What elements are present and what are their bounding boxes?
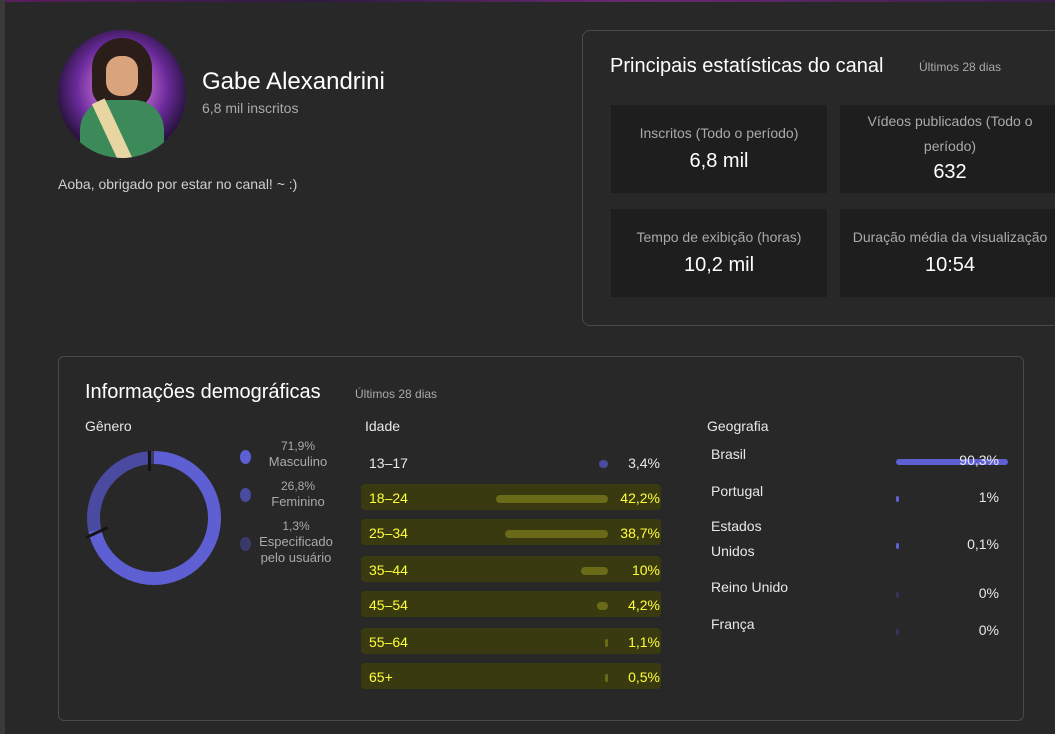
age-row: 35–44 10%: [361, 556, 661, 582]
age-row-highlight: [361, 628, 661, 654]
legend-dot-user-specified: [240, 537, 251, 551]
age-label: 55–64: [369, 634, 408, 650]
geo-pct: 1%: [978, 489, 999, 505]
age-title: Idade: [365, 418, 401, 434]
legend-label: Masculino: [268, 454, 328, 469]
stats-period: Últimos 28 dias: [919, 60, 1002, 74]
geo-title: Geografia: [707, 418, 769, 434]
age-row-highlight: [361, 556, 661, 582]
age-row: 13–17 3,4%: [364, 452, 660, 474]
age-label: 13–17: [369, 455, 408, 471]
geo-label: Reino Unido: [711, 579, 789, 595]
legend-male: 71,9% Masculino: [243, 438, 353, 470]
age-bar[interactable]: [605, 639, 608, 647]
age-row-highlight: [361, 663, 661, 689]
age-row: 65+ 0,5%: [361, 663, 661, 689]
demographics-period: Últimos 28 dias: [355, 387, 438, 401]
donut-hole: [100, 464, 208, 572]
geo-pct: 0,1%: [967, 536, 999, 552]
legend-pct: 1,3%: [282, 519, 310, 533]
legend-female: 26,8% Feminino: [243, 478, 353, 510]
stat-value: 10,2 mil: [683, 254, 755, 276]
geo-bar[interactable]: [896, 496, 899, 502]
demographics-title: Informações demográficas: [85, 381, 321, 403]
age-pct: 1,1%: [628, 634, 660, 650]
age-bar[interactable]: [581, 567, 608, 575]
stat-value: 6,8 mil: [689, 150, 749, 172]
channel-stats-card: Principais estatísticas do canal Últimos…: [582, 30, 1055, 326]
legend-label: Especificado pelo usuário: [259, 534, 333, 565]
legend-user-specified: 1,3% Especificado pelo usuário: [250, 518, 342, 566]
stat-value: 632: [933, 161, 967, 183]
stat-value: 10:54: [924, 254, 976, 276]
geo-bar[interactable]: [896, 459, 1008, 465]
age-pct: 10%: [631, 562, 660, 578]
geo-label: Estados Unidos: [711, 518, 762, 559]
geo-bar[interactable]: [896, 629, 899, 635]
geo-label: Brasil: [711, 446, 747, 462]
stat-videos[interactable]: Vídeos publicados (Todo o período) 632: [840, 105, 1055, 193]
age-pct: 38,7%: [620, 525, 660, 541]
demographics-card: Informações demográficas Últimos 28 dias…: [58, 356, 1024, 721]
age-bar[interactable]: [496, 495, 608, 503]
geo-bar[interactable]: [896, 543, 899, 549]
donut-divider: [148, 451, 151, 471]
age-pct: 42,2%: [620, 490, 660, 506]
age-label: 65+: [369, 669, 393, 685]
geo-pct: 0%: [978, 622, 999, 638]
age-label: 45–54: [369, 597, 408, 613]
gender-title: Gênero: [85, 418, 132, 434]
avatar-face: [106, 56, 138, 96]
age-bar[interactable]: [505, 530, 608, 538]
age-row: 25–34 38,7%: [361, 519, 661, 545]
stat-subscribers[interactable]: Inscritos (Todo o período) 6,8 mil: [611, 105, 827, 193]
left-edge: [0, 0, 5, 734]
stat-avg-duration[interactable]: Duração média da visualização 10:54: [840, 209, 1055, 297]
age-pct: 0,5%: [628, 669, 660, 685]
stat-watch-time[interactable]: Tempo de exibição (horas) 10,2 mil: [611, 209, 827, 297]
channel-description: Aoba, obrigado por estar no canal! ~ :): [58, 176, 298, 192]
age-pct: 3,4%: [628, 455, 660, 471]
stat-label: Inscritos (Todo o período): [639, 125, 799, 141]
stat-label: Tempo de exibição (horas): [636, 229, 802, 245]
age-bar[interactable]: [605, 674, 608, 682]
geo-bar[interactable]: [896, 592, 899, 598]
legend-label: Feminino: [271, 494, 325, 509]
channel-avatar[interactable]: [58, 30, 186, 158]
geo-label: França: [711, 616, 755, 632]
age-row: 18–24 42,2%: [361, 484, 661, 510]
age-pct: 4,2%: [628, 597, 660, 613]
stat-label: Vídeos publicados (Todo o período): [867, 113, 1033, 154]
stat-label: Duração média da visualização: [852, 229, 1048, 245]
age-bar[interactable]: [596, 602, 608, 610]
age-row-highlight: [361, 591, 661, 617]
geo-label: Portugal: [711, 483, 764, 499]
age-bar[interactable]: [598, 460, 608, 468]
legend-pct: 26,8%: [280, 479, 316, 493]
age-label: 18–24: [369, 490, 408, 506]
subscriber-count: 6,8 mil inscritos: [202, 100, 299, 116]
legend-dot-female: [240, 488, 251, 502]
top-accent-bar: [0, 0, 1055, 2]
age-label: 25–34: [369, 525, 408, 541]
legend-dot-male: [240, 450, 251, 464]
channel-name[interactable]: Gabe Alexandrini: [202, 68, 385, 95]
gender-donut-chart[interactable]: [87, 451, 221, 585]
legend-pct: 71,9%: [280, 439, 316, 453]
geo-pct: 90,3%: [959, 452, 999, 468]
age-label: 35–44: [369, 562, 408, 578]
stats-title: Principais estatísticas do canal: [610, 55, 884, 77]
age-row: 45–54 4,2%: [361, 591, 661, 617]
geo-pct: 0%: [978, 585, 999, 601]
age-row: 55–64 1,1%: [361, 628, 661, 654]
